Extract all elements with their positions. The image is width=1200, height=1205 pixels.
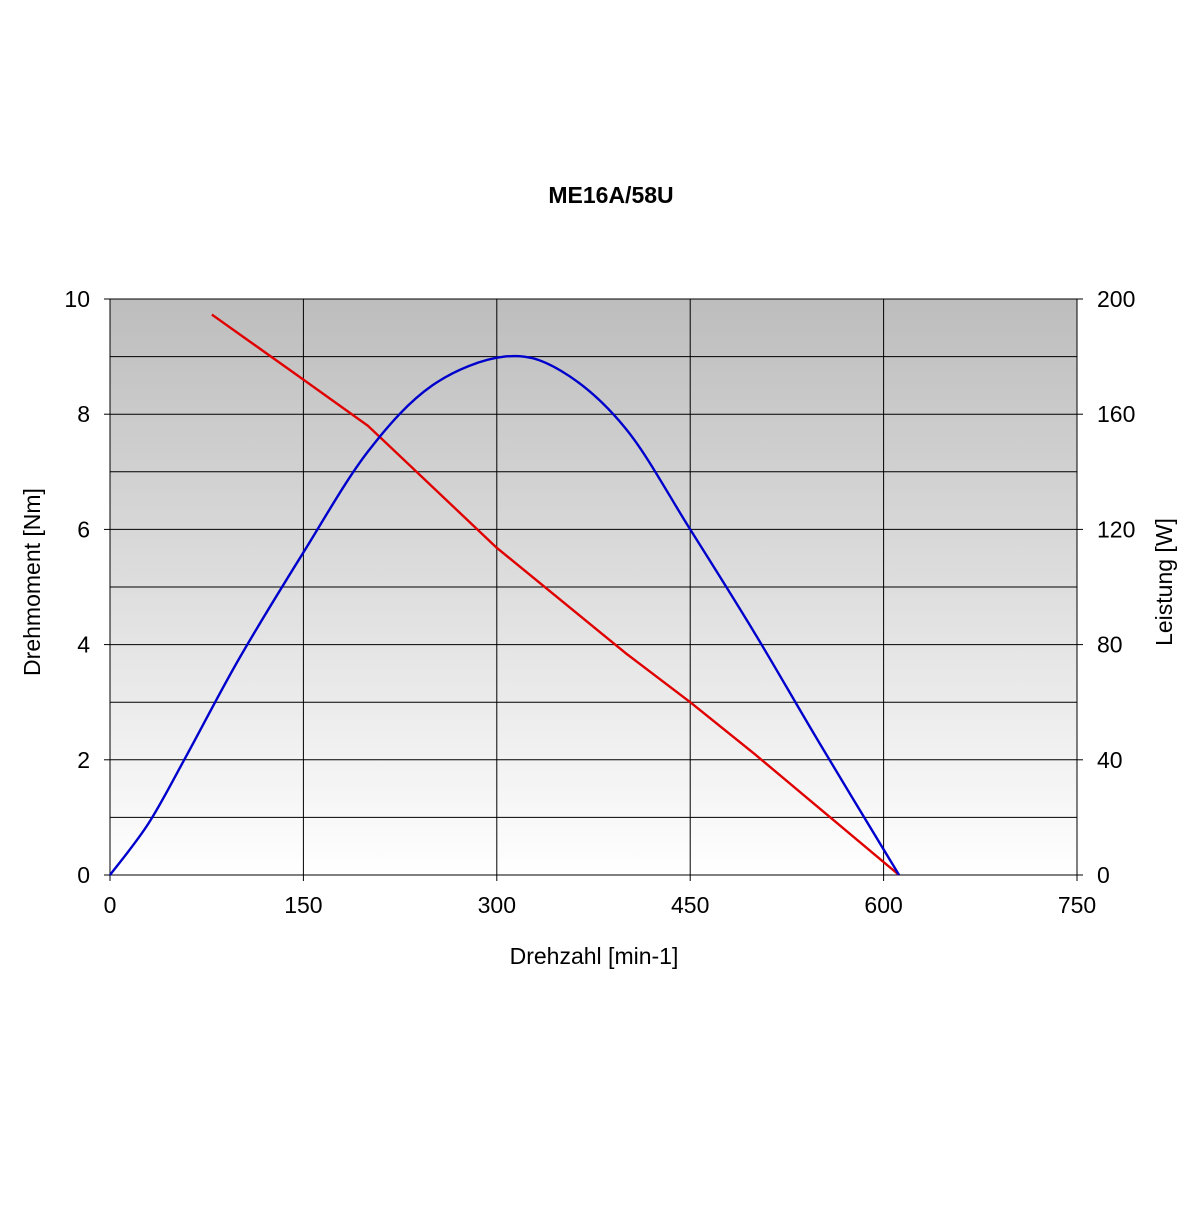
y-tick-label-right: 80 [1097,632,1123,658]
y-tick-label-left: 4 [77,632,90,658]
y-tick-label-right: 0 [1097,862,1110,888]
x-tick-label: 0 [104,892,117,918]
y-tick-label-right: 200 [1097,286,1135,312]
x-axis-label: Drehzahl [min-1] [510,943,679,969]
y-tick-label-right: 160 [1097,401,1135,427]
y-tick-label-left: 10 [64,286,90,312]
y-tick-label-left: 2 [77,747,90,773]
series-line-torque [211,313,900,876]
x-tick-label: 750 [1058,892,1096,918]
y-tick-label-left: 6 [77,516,90,542]
x-tick-label: 150 [284,892,322,918]
series-layer [109,313,901,876]
chart-title: ME16A/58U [548,182,673,208]
x-tick-label: 450 [671,892,709,918]
grid [104,298,1083,881]
x-tick-label: 300 [478,892,516,918]
y-axis-label-left: Drehmoment [Nm] [19,488,45,676]
series-line-power [109,354,901,876]
y-tick-label-right: 40 [1097,747,1123,773]
x-tick-label: 600 [864,892,902,918]
y-tick-label-left: 8 [77,401,90,427]
y-tick-label-right: 120 [1097,516,1135,542]
y-tick-label-left: 0 [77,862,90,888]
y-axis-label-right: Leistung [W] [1151,518,1177,646]
